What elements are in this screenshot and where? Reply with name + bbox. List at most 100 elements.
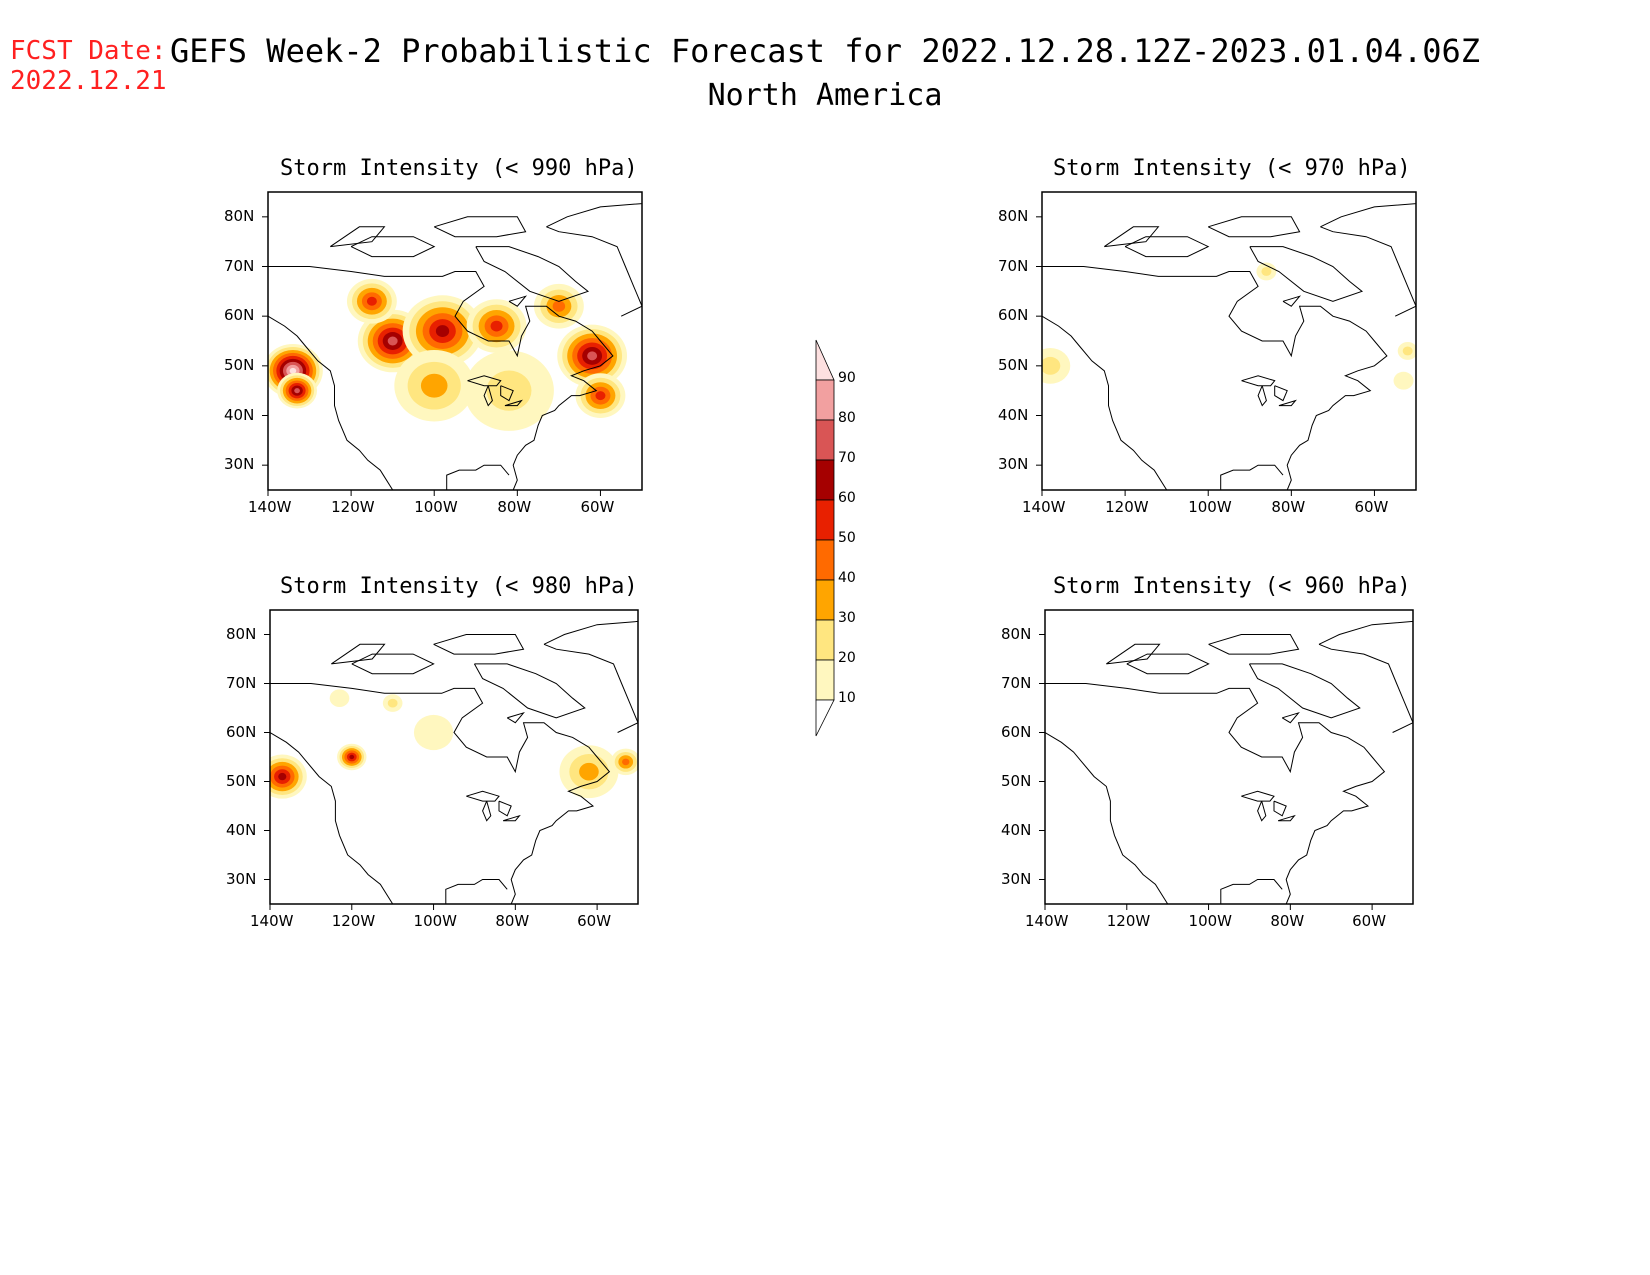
- probability-area: [580, 377, 621, 414]
- colorbar-level-label: 40: [838, 570, 856, 586]
- lon-tick-label: 60W: [580, 498, 615, 516]
- probability-area: [282, 361, 303, 380]
- lat-tick-label: 30N: [998, 455, 1029, 474]
- lon-tick-label: 80W: [1270, 912, 1305, 930]
- map-frame: [269, 609, 639, 905]
- probability-area: [409, 301, 476, 361]
- probability-area: [269, 349, 317, 392]
- probability-area: [372, 323, 413, 359]
- lat-tick-label: 70N: [1001, 673, 1032, 692]
- colorbar-top-cap: [815, 339, 835, 381]
- probability-area: [540, 289, 578, 323]
- probability-area: [577, 342, 608, 370]
- probability-area: [344, 750, 360, 764]
- probability-area: [484, 315, 509, 337]
- probability-area: [546, 295, 572, 318]
- coastline: [351, 653, 435, 675]
- lat-tick-label: 60N: [1001, 722, 1032, 741]
- map-frame: [267, 191, 643, 491]
- coastline: [543, 643, 638, 733]
- coastline: [483, 385, 493, 407]
- probability-area: [587, 351, 598, 361]
- lat-tick-label: 80N: [998, 206, 1029, 225]
- coastline: [1124, 236, 1210, 258]
- probability-area: [552, 300, 566, 312]
- panel-title: Storm Intensity (< 980 hPa): [280, 574, 638, 599]
- colorbar-level-label: 50: [838, 530, 856, 546]
- coastline: [1320, 226, 1416, 317]
- probability-area: [585, 382, 616, 410]
- forecast-date-value: 2022.12.21: [10, 66, 167, 96]
- coastline: [1045, 683, 1386, 904]
- probability-area: [294, 388, 300, 394]
- lat-tick-label: 40N: [998, 405, 1029, 424]
- colorbar-bottom-cap: [815, 699, 835, 737]
- probability-area: [361, 292, 382, 311]
- coastline: [1106, 643, 1161, 665]
- lat-tick-label: 40N: [226, 820, 257, 839]
- colorbar-segment: [815, 499, 835, 541]
- coastline: [502, 814, 521, 822]
- lon-tick-label: 140W: [1025, 912, 1069, 930]
- colorbar-segment: [815, 539, 835, 581]
- probability-area: [366, 296, 377, 306]
- map-frame: [1041, 191, 1417, 491]
- coastline: [543, 620, 638, 645]
- probability-area: [569, 754, 609, 790]
- lat-tick-label: 40N: [1001, 820, 1032, 839]
- probability-area: [490, 320, 503, 332]
- probability-area: [559, 745, 619, 799]
- coastline: [1045, 732, 1169, 904]
- lon-tick-label: 140W: [1022, 498, 1066, 516]
- probability-area: [429, 319, 456, 343]
- probability-area: [478, 310, 515, 343]
- coastline: [1042, 266, 1388, 490]
- probability-area: [346, 752, 357, 762]
- lon-tick-label: 120W: [1106, 912, 1151, 930]
- probability-area: [282, 377, 312, 404]
- coastline: [466, 790, 500, 802]
- lon-tick-label: 140W: [248, 498, 292, 516]
- coastline: [1208, 634, 1300, 655]
- lat-tick-label: 80N: [1001, 624, 1032, 643]
- lat-tick-label: 70N: [998, 256, 1029, 275]
- page-subtitle: North America: [707, 78, 943, 113]
- coastline: [1318, 620, 1413, 645]
- coastline: [1273, 800, 1287, 817]
- coastline: [482, 800, 492, 822]
- probability-area: [413, 714, 454, 751]
- lat-tick-label: 50N: [998, 355, 1029, 374]
- coastline: [433, 216, 527, 238]
- probability-area: [341, 748, 362, 766]
- lon-tick-label: 80W: [497, 498, 532, 516]
- coastline: [473, 663, 586, 719]
- probability-area: [277, 372, 318, 409]
- map-frame: [1044, 609, 1414, 905]
- probability-area: [1397, 341, 1416, 360]
- forecast-date: FCST Date: 2022.12.21: [10, 36, 167, 96]
- coastline: [1248, 663, 1361, 719]
- lat-tick-label: 40N: [224, 405, 255, 424]
- lon-tick-label: 140W: [250, 912, 294, 930]
- coastline: [1274, 385, 1288, 402]
- coastline: [546, 203, 642, 228]
- coastline: [1282, 295, 1302, 307]
- lon-tick-label: 100W: [1188, 498, 1232, 516]
- probability-area: [268, 346, 320, 395]
- lon-tick-label: 60W: [577, 912, 612, 930]
- probability-area: [276, 355, 310, 386]
- probability-area: [329, 689, 350, 708]
- probability-area: [472, 304, 521, 348]
- probability-area: [291, 385, 303, 396]
- panel-title: Storm Intensity (< 990 hPa): [280, 156, 638, 181]
- coastline: [433, 634, 525, 655]
- coastline: [500, 385, 514, 402]
- lon-tick-label: 100W: [1188, 912, 1233, 930]
- lon-tick-label: 80W: [495, 912, 530, 930]
- page-title: GEFS Week-2 Probabilistic Forecast for 2…: [169, 32, 1481, 70]
- coastline: [1126, 653, 1210, 675]
- probability-area: [486, 370, 532, 411]
- coastline: [1278, 399, 1297, 407]
- lon-tick-label: 120W: [331, 498, 375, 516]
- coastline: [504, 399, 523, 407]
